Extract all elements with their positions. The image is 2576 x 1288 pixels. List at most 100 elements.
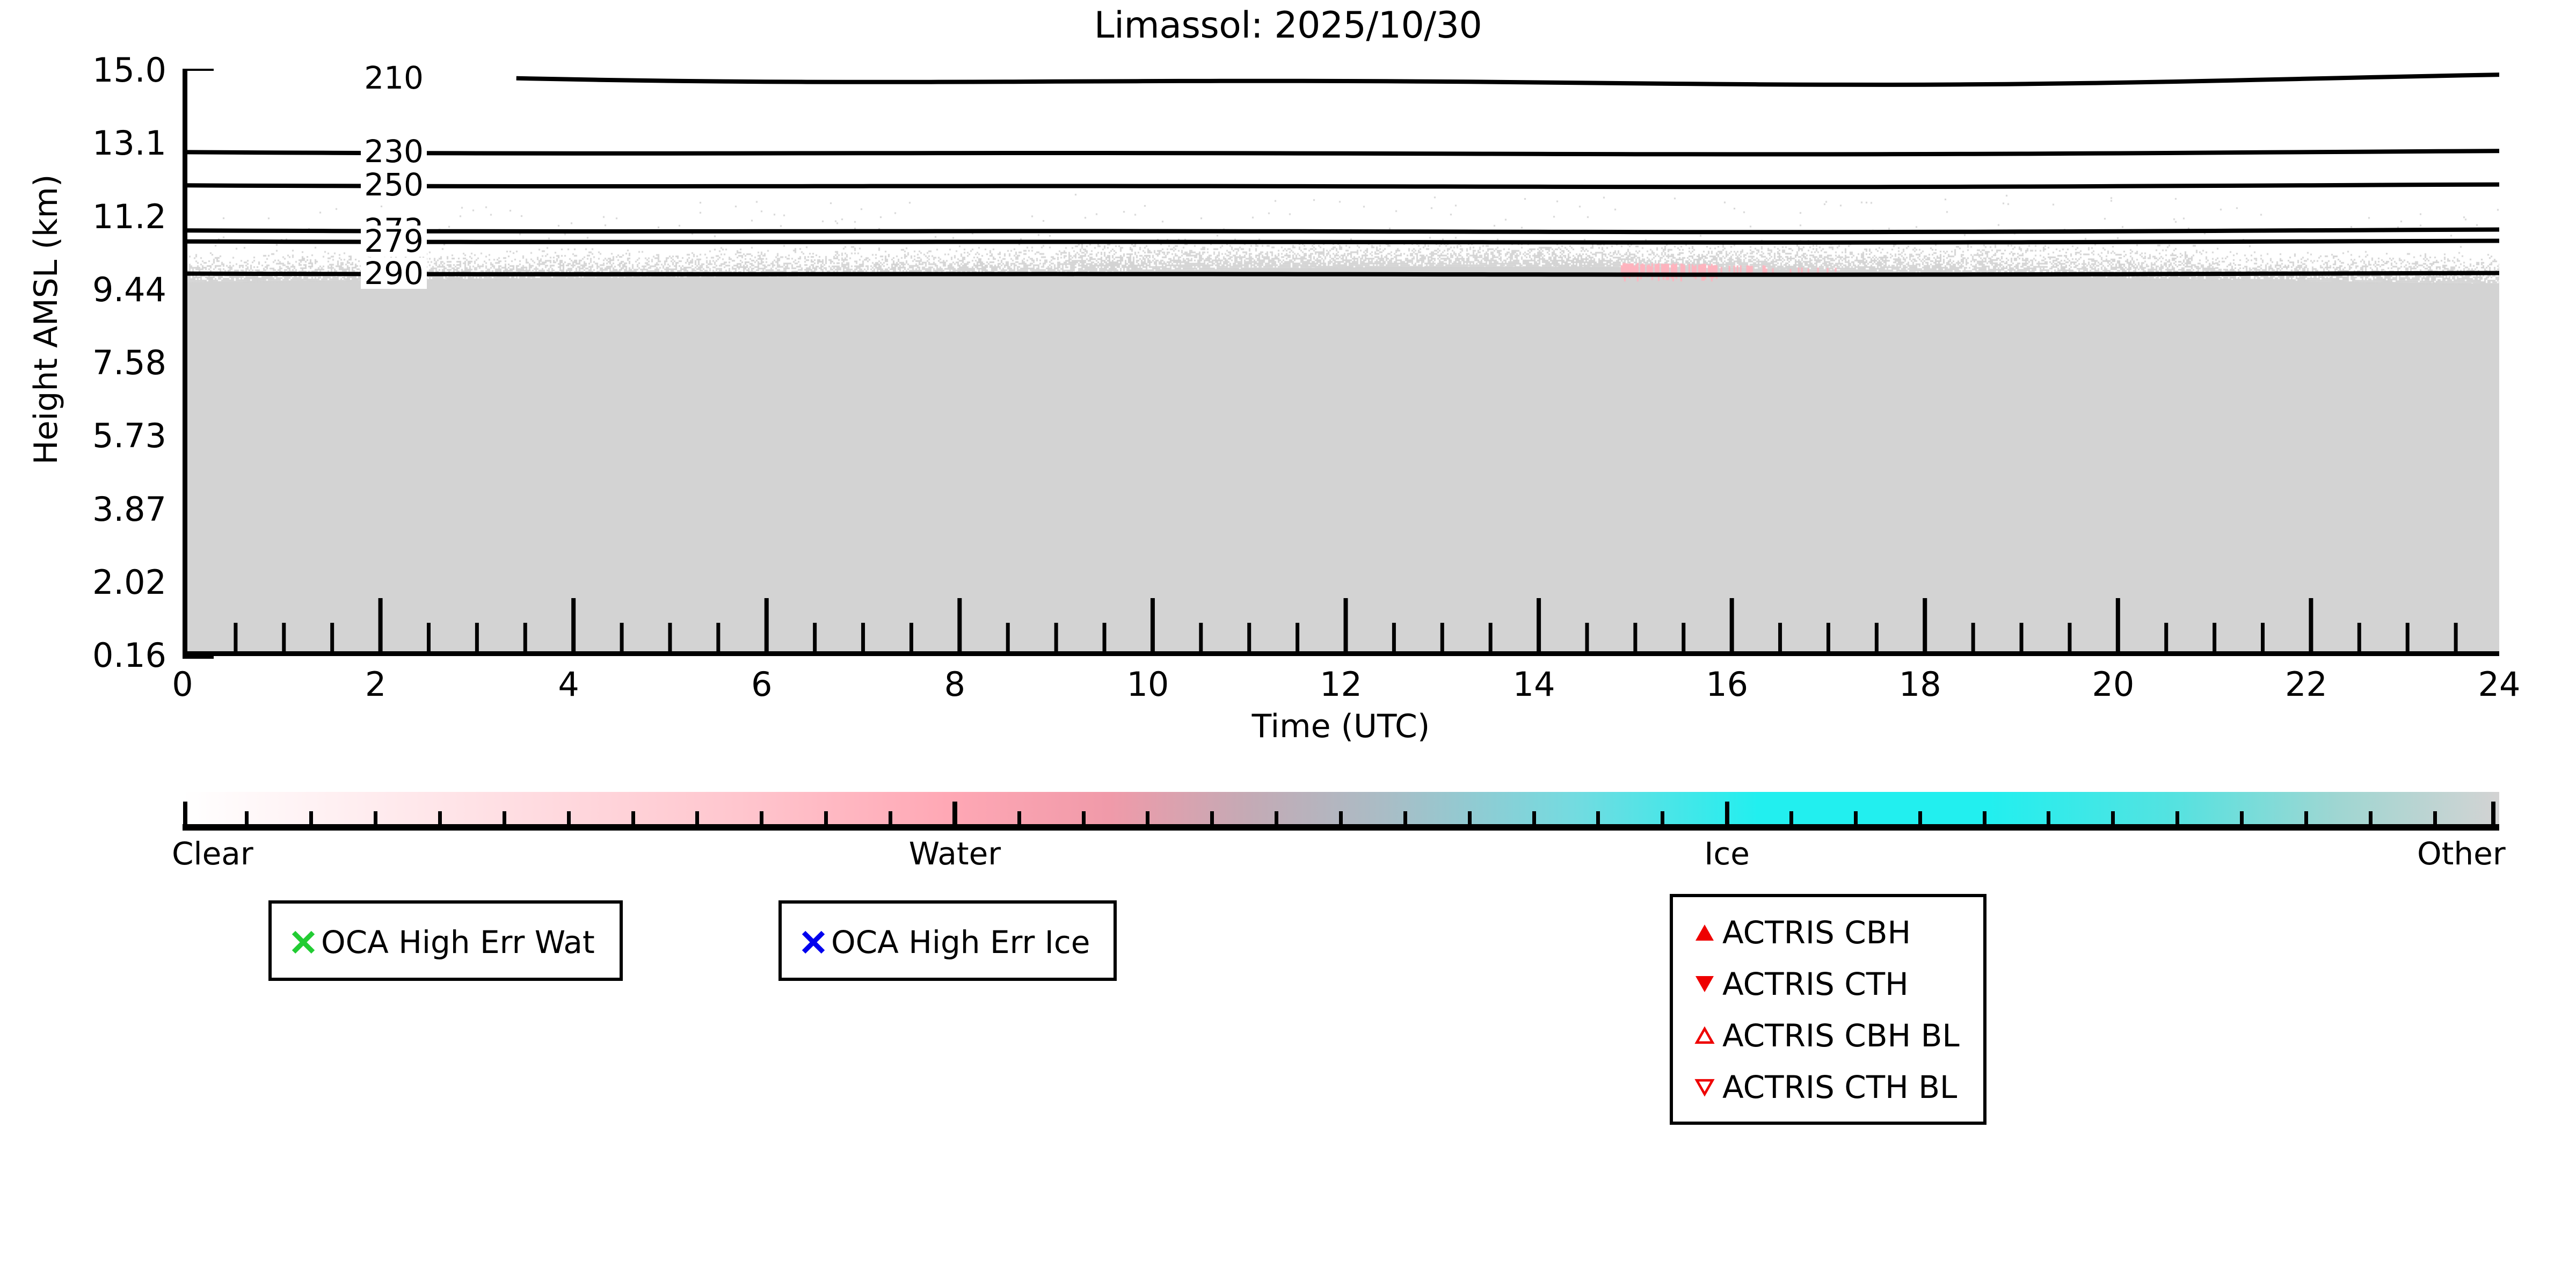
x-tick-minor xyxy=(861,623,865,651)
legend-oca-high-err-wat[interactable]: OCA High Err Wat xyxy=(268,900,623,981)
cloud-mask-raster xyxy=(187,71,2499,651)
x-tick-minor xyxy=(1296,623,1300,651)
colorbar-tick-minor xyxy=(888,811,892,829)
plot-area[interactable] xyxy=(183,71,2499,656)
colorbar-tick-minor xyxy=(2433,811,2437,829)
x-tick-label: 14 xyxy=(1512,665,1555,704)
x-tick-major xyxy=(378,598,383,651)
y-tick-label: 2.02 xyxy=(92,562,166,602)
colorbar-tick-minor xyxy=(1467,811,1472,829)
colorbar-tick-minor xyxy=(760,811,764,829)
x-tick-minor xyxy=(234,623,238,651)
x-tick-major xyxy=(1343,598,1348,651)
x-tick-minor xyxy=(668,623,672,651)
isotherm-line xyxy=(187,149,2499,157)
x-tick-minor xyxy=(1392,623,1396,651)
colorbar-tick-minor xyxy=(1146,811,1150,829)
x-tick-label: 16 xyxy=(1706,665,1749,704)
colorbar-tick-minor xyxy=(824,811,828,829)
legend-label-actris-cbh: ACTRIS CBH xyxy=(1722,914,1911,951)
legend-label-oca-ice: OCA High Err Ice xyxy=(831,924,1090,960)
x-tick-major xyxy=(1729,598,1734,651)
colorbar-tick-minor xyxy=(1532,811,1536,829)
x-tick-minor xyxy=(1682,623,1686,651)
colorbar-tick-minor xyxy=(2304,811,2308,829)
colorbar-tick-minor xyxy=(2175,811,2180,829)
isotherm-layer xyxy=(187,72,2499,651)
colorbar-tick-major xyxy=(1724,802,1729,829)
x-mark-icon xyxy=(796,928,831,957)
x-tick-minor xyxy=(282,623,286,651)
colorbar-tick-minor xyxy=(1081,811,1086,829)
x-tick-minor xyxy=(2213,623,2217,651)
colorbar-tick-major xyxy=(183,802,187,829)
x-tick-label: 6 xyxy=(751,665,773,704)
colorbar-tick-minor xyxy=(245,811,249,829)
isotherm-label: 230 xyxy=(361,136,427,168)
triangle-up-filled-icon xyxy=(1687,920,1722,945)
colorbar-tick-minor xyxy=(2047,811,2051,829)
legend-label-actris-cth-bl: ACTRIS CTH BL xyxy=(1722,1069,1958,1105)
x-tick-minor xyxy=(2164,623,2169,651)
colorbar-tick-minor xyxy=(1982,811,1986,829)
legend-item-actris-cbh-bl[interactable]: ACTRIS CBH BL xyxy=(1687,1010,1969,1061)
x-tick-major xyxy=(2115,598,2120,651)
x-tick-major xyxy=(1150,598,1155,651)
legend-label-actris-cth: ACTRIS CTH xyxy=(1722,966,1909,1002)
colorbar-tick-minor xyxy=(1275,811,1279,829)
x-tick-minor xyxy=(1778,623,1782,651)
x-tick-label: 24 xyxy=(2478,665,2521,704)
colorbar-tick-major xyxy=(2491,802,2495,829)
colorbar-tick-minor xyxy=(2368,811,2373,829)
colorbar-tick-minor xyxy=(1403,811,1407,829)
colorbar-tick-minor xyxy=(631,811,635,829)
isotherm-line xyxy=(187,227,2499,235)
x-tick-minor xyxy=(1247,623,1251,651)
x-tick-minor xyxy=(1440,623,1444,651)
x-mark-icon xyxy=(286,928,321,957)
y-tick-label: 7.58 xyxy=(92,343,166,382)
x-tick-major xyxy=(957,598,962,651)
plot-canvas xyxy=(187,71,2499,651)
x-tick-label: 20 xyxy=(2092,665,2135,704)
isotherm-label: 279 xyxy=(361,225,427,257)
isotherm-line xyxy=(187,238,2499,245)
legend-label-oca-water: OCA High Err Wat xyxy=(321,924,595,960)
legend-label-actris-cbh-bl: ACTRIS CBH BL xyxy=(1722,1017,1960,1054)
colorbar-tick-label: Ice xyxy=(1704,835,1750,872)
isotherm-label: 210 xyxy=(361,62,427,94)
isotherm-line xyxy=(187,271,2499,277)
colorbar-tick-minor xyxy=(1210,811,1214,829)
colorbar-tick-minor xyxy=(695,811,700,829)
legend-item-actris-cbh[interactable]: ACTRIS CBH xyxy=(1687,907,1969,958)
x-tick-minor xyxy=(2357,623,2361,651)
x-tick-minor xyxy=(1874,623,1879,651)
colorbar-tick-minor xyxy=(1596,811,1600,829)
triangle-down-filled-icon xyxy=(1687,971,1722,997)
x-tick-minor xyxy=(2068,623,2072,651)
x-axis-label: Time (UTC) xyxy=(1251,708,1430,745)
x-tick-minor xyxy=(1199,623,1203,651)
colorbar-tick-label: Clear xyxy=(172,835,253,872)
legend-item-actris-cth-bl[interactable]: ACTRIS CTH BL xyxy=(1687,1061,1969,1113)
x-tick-minor xyxy=(1971,623,1975,651)
x-tick-major xyxy=(764,598,769,651)
isotherm-line xyxy=(516,72,2499,87)
colorbar-tick-minor xyxy=(2111,811,2115,829)
legend-oca-high-err-ice[interactable]: OCA High Err Ice xyxy=(778,900,1117,981)
x-tick-minor xyxy=(2454,623,2458,651)
x-tick-label: 2 xyxy=(365,665,387,704)
x-tick-minor xyxy=(475,623,479,651)
isotherm-label: 250 xyxy=(361,169,427,201)
legend-item-actris-cth[interactable]: ACTRIS CTH xyxy=(1687,958,1969,1010)
y-tick-label: 5.73 xyxy=(92,416,166,456)
x-tick-label: 12 xyxy=(1320,665,1362,704)
colorbar-tick-minor xyxy=(438,811,442,829)
x-tick-minor xyxy=(1633,623,1638,651)
x-tick-minor xyxy=(2019,623,2024,651)
triangle-down-hollow-icon xyxy=(1687,1075,1722,1099)
legend-actris[interactable]: ACTRIS CBH ACTRIS CTH ACTRIS CBH BL xyxy=(1670,894,1986,1125)
colorbar-tick-label: Other xyxy=(2417,835,2506,872)
isotherm-line xyxy=(187,182,2499,190)
x-tick-minor xyxy=(523,623,527,651)
